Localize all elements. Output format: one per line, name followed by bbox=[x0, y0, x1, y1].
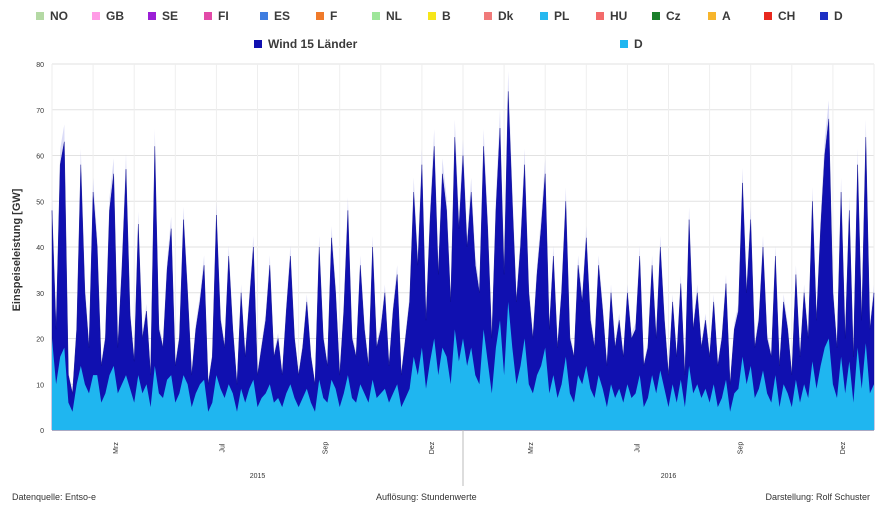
x-year-label: 2015 bbox=[250, 473, 266, 480]
x-tick-label: Sep bbox=[737, 442, 744, 455]
x-tick-label: Dez bbox=[840, 441, 847, 454]
legend-swatch bbox=[484, 12, 492, 20]
y-axis-ticks: 0 10 20 30 40 50 60 70 80 bbox=[36, 62, 44, 435]
legend-swatch bbox=[372, 12, 380, 20]
y-tick-label: 0 bbox=[40, 428, 44, 435]
legend-item-country-7: B bbox=[428, 6, 451, 26]
legend-swatch bbox=[540, 12, 548, 20]
legend-item-country-6: NL bbox=[372, 6, 402, 26]
legend-item-country-12: A bbox=[708, 6, 731, 26]
legend-label: NO bbox=[50, 9, 68, 23]
legend-label: FI bbox=[218, 9, 229, 23]
legend-swatch bbox=[820, 12, 828, 20]
footer-author: Darstellung: Rolf Schuster bbox=[765, 492, 870, 502]
legend-swatch bbox=[708, 12, 716, 20]
y-tick-label: 50 bbox=[36, 199, 44, 206]
legend-label: ES bbox=[274, 9, 291, 23]
legend-label: F bbox=[330, 9, 338, 23]
legend-swatch bbox=[204, 12, 212, 20]
y-tick-label: 40 bbox=[36, 245, 44, 252]
legend-row-countries: NO GB SE FI ES F NL B Dk PL HU Cz A CH D bbox=[0, 6, 878, 26]
legend-swatch bbox=[316, 12, 324, 20]
legend-item-country-2: SE bbox=[148, 6, 178, 26]
footer-resolution: Auflösung: Stundenwerte bbox=[376, 492, 477, 502]
y-axis-label: Einspeiseleistung [GW] bbox=[11, 188, 23, 311]
legend-swatch bbox=[36, 12, 44, 20]
legend-item-total-1: D bbox=[620, 34, 643, 54]
legend-item-country-0: NO bbox=[36, 6, 68, 26]
legend-item-country-13: CH bbox=[764, 6, 795, 26]
legend-label: B bbox=[442, 9, 451, 23]
legend-swatch bbox=[260, 12, 268, 20]
legend-item-country-3: FI bbox=[204, 6, 229, 26]
legend-label: GB bbox=[106, 9, 124, 23]
legend-label: CH bbox=[778, 9, 796, 23]
legend-swatch bbox=[596, 12, 604, 20]
legend-item-country-11: Cz bbox=[652, 6, 681, 26]
y-tick-label: 10 bbox=[36, 382, 44, 389]
legend-label: Cz bbox=[666, 9, 681, 23]
x-axis-ticks: Mrz Jul Sep Dez Mrz Jul Sep Dez 2015 2016 bbox=[113, 430, 847, 486]
legend-item-country-1: GB bbox=[92, 6, 124, 26]
series-area-1 bbox=[52, 301, 874, 430]
legend-swatch bbox=[148, 12, 156, 20]
legend-item-country-10: HU bbox=[596, 6, 627, 26]
legend-swatch bbox=[428, 12, 436, 20]
x-tick-label: Sep bbox=[322, 442, 329, 455]
legend-swatch bbox=[620, 40, 628, 48]
legend-label: SE bbox=[162, 9, 179, 23]
series-area-0 bbox=[51, 91, 875, 431]
x-tick-label: Jul bbox=[635, 443, 642, 452]
footer-source: Datenquelle: Entso-e bbox=[12, 492, 97, 502]
x-tick-label: Jul bbox=[220, 443, 227, 452]
legend-item-country-5: F bbox=[316, 6, 337, 26]
legend-item-country-9: PL bbox=[540, 6, 569, 26]
y-tick-label: 30 bbox=[36, 291, 44, 298]
legend-label: D bbox=[634, 37, 643, 51]
legend-swatch bbox=[764, 12, 772, 20]
legend-row-totals: Wind 15 Länder D bbox=[0, 34, 878, 54]
legend-label: Wind 15 Länder bbox=[268, 37, 358, 51]
legend-label: Dk bbox=[498, 9, 514, 23]
legend-label: HU bbox=[610, 9, 628, 23]
y-tick-label: 20 bbox=[36, 337, 44, 344]
y-tick-label: 60 bbox=[36, 154, 44, 161]
legend-swatch bbox=[92, 12, 100, 20]
legend-swatch bbox=[652, 12, 660, 20]
legend-label: PL bbox=[554, 9, 570, 23]
y-tick-label: 80 bbox=[36, 62, 44, 69]
x-year-label: 2016 bbox=[661, 473, 677, 480]
series-areas bbox=[51, 71, 875, 431]
legend-item-country-4: ES bbox=[260, 6, 290, 26]
x-tick-label: Mrz bbox=[113, 442, 120, 454]
legend-label: NL bbox=[386, 9, 402, 23]
legend-item-country-8: Dk bbox=[484, 6, 513, 26]
legend-item-total-0: Wind 15 Länder bbox=[254, 34, 357, 54]
x-tick-label: Mrz bbox=[528, 442, 535, 454]
legend-swatch bbox=[254, 40, 262, 48]
legend-item-country-14: D bbox=[820, 6, 843, 26]
x-tick-label: Dez bbox=[429, 441, 436, 454]
legend-label: A bbox=[722, 9, 731, 23]
y-tick-label: 70 bbox=[36, 108, 44, 115]
legend-label: D bbox=[834, 9, 843, 23]
